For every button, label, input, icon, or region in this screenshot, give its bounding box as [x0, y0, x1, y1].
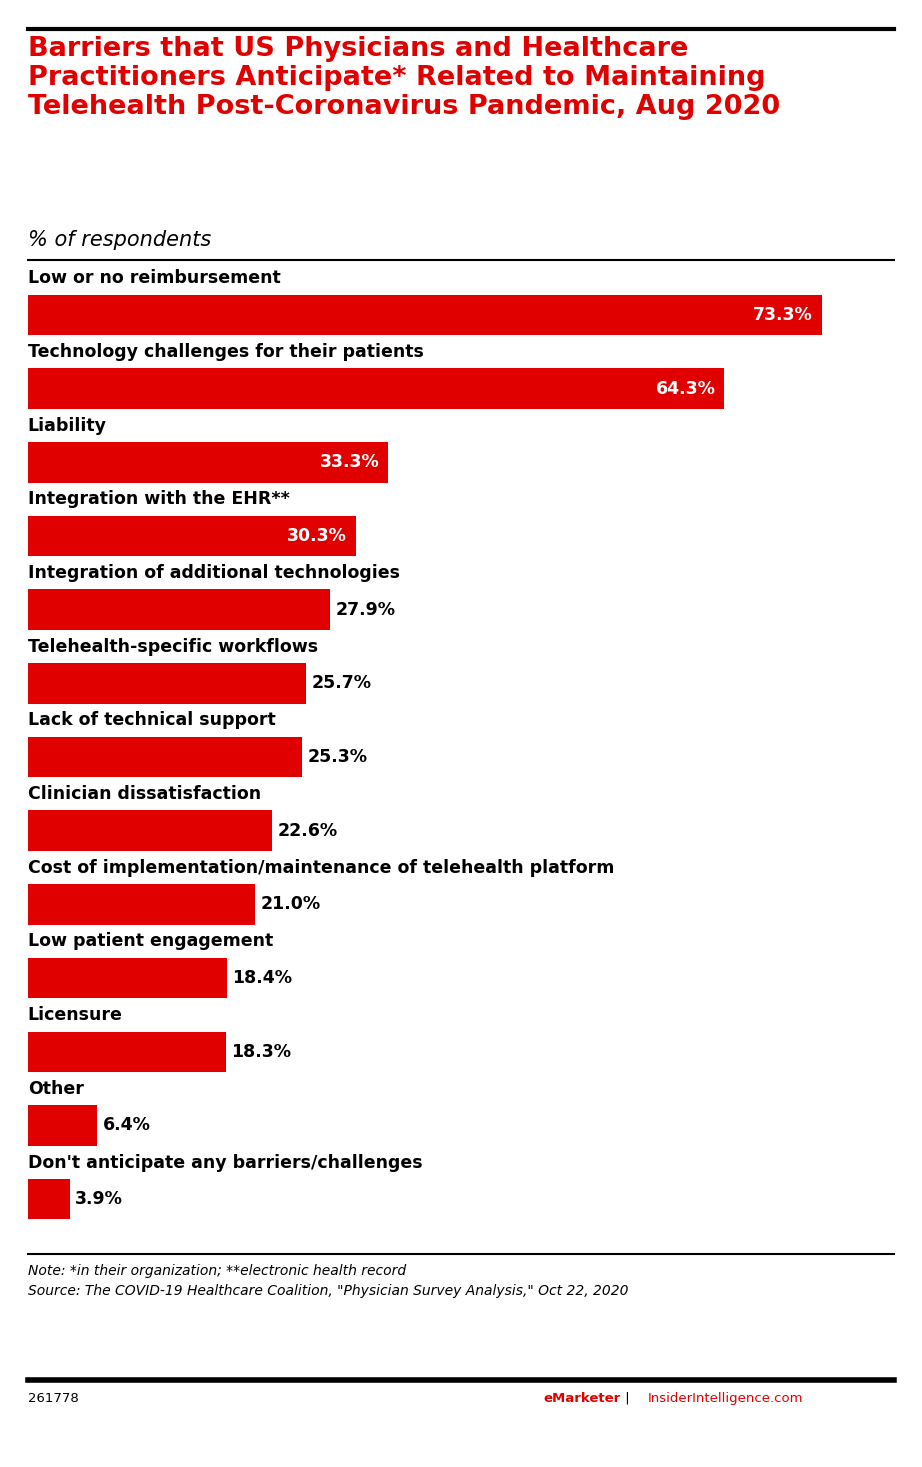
Bar — [28, 442, 388, 483]
Text: 25.7%: 25.7% — [312, 675, 372, 692]
Text: 18.4%: 18.4% — [232, 970, 292, 987]
Bar — [28, 590, 330, 629]
Text: Liability: Liability — [28, 417, 107, 434]
Text: 18.3%: 18.3% — [231, 1043, 291, 1061]
Bar — [28, 736, 301, 778]
Text: 22.6%: 22.6% — [278, 822, 338, 839]
Text: 30.3%: 30.3% — [288, 527, 348, 546]
Text: 21.0%: 21.0% — [261, 895, 321, 914]
Bar — [28, 885, 255, 924]
Text: Licensure: Licensure — [28, 1006, 123, 1024]
Text: Other: Other — [28, 1080, 84, 1097]
Text: Barriers that US Physicians and Healthcare
Practitioners Anticipate* Related to : Barriers that US Physicians and Healthca… — [28, 37, 780, 120]
Text: Cost of implementation/maintenance of telehealth platform: Cost of implementation/maintenance of te… — [28, 858, 614, 877]
Text: 73.3%: 73.3% — [753, 307, 813, 324]
Text: 261778: 261778 — [28, 1392, 78, 1404]
Text: 3.9%: 3.9% — [76, 1190, 124, 1209]
Text: 33.3%: 33.3% — [320, 453, 380, 471]
Text: eMarketer: eMarketer — [543, 1392, 621, 1404]
Text: Don't anticipate any barriers/challenges: Don't anticipate any barriers/challenges — [28, 1153, 422, 1172]
Bar — [28, 516, 356, 556]
Text: % of respondents: % of respondents — [28, 230, 211, 249]
Text: Clinician dissatisfaction: Clinician dissatisfaction — [28, 785, 261, 802]
Text: 25.3%: 25.3% — [307, 748, 367, 766]
Text: Telehealth-specific workflows: Telehealth-specific workflows — [28, 638, 318, 656]
Text: Note: *in their organization; **electronic health record
Source: The COVID-19 He: Note: *in their organization; **electron… — [28, 1265, 628, 1298]
Bar — [28, 663, 306, 704]
Text: 6.4%: 6.4% — [102, 1116, 150, 1134]
Text: 27.9%: 27.9% — [336, 600, 396, 619]
Text: 64.3%: 64.3% — [656, 380, 715, 398]
Text: Low patient engagement: Low patient engagement — [28, 933, 273, 951]
Bar — [28, 368, 725, 409]
Bar — [28, 810, 273, 851]
Text: Integration of additional technologies: Integration of additional technologies — [28, 563, 399, 582]
Bar — [28, 1105, 97, 1146]
Bar — [28, 958, 227, 999]
Text: Low or no reimbursement: Low or no reimbursement — [28, 270, 280, 288]
Text: |: | — [621, 1392, 634, 1404]
Text: Lack of technical support: Lack of technical support — [28, 711, 276, 729]
Text: Technology challenges for their patients: Technology challenges for their patients — [28, 343, 423, 361]
Text: InsiderIntelligence.com: InsiderIntelligence.com — [647, 1392, 803, 1404]
Bar — [28, 1179, 70, 1219]
Bar — [28, 1031, 226, 1072]
Bar — [28, 295, 822, 336]
Text: Integration with the EHR**: Integration with the EHR** — [28, 490, 290, 509]
